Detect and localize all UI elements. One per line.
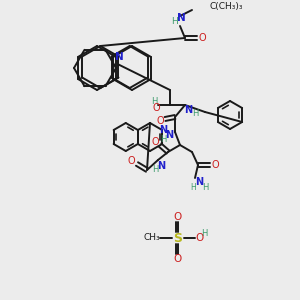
Text: H: H bbox=[152, 166, 158, 175]
Text: C(CH₃)₃: C(CH₃)₃ bbox=[210, 2, 244, 10]
Text: O: O bbox=[151, 137, 159, 147]
Text: CH₃: CH₃ bbox=[144, 233, 160, 242]
Text: N: N bbox=[115, 52, 124, 61]
Text: O: O bbox=[174, 212, 182, 222]
Text: O: O bbox=[174, 254, 182, 264]
Text: O: O bbox=[211, 160, 219, 170]
Text: H: H bbox=[160, 134, 166, 143]
Text: N: N bbox=[159, 125, 167, 135]
Text: O: O bbox=[127, 156, 135, 166]
Text: O: O bbox=[198, 33, 206, 43]
Text: O: O bbox=[195, 233, 203, 243]
Text: H: H bbox=[192, 110, 198, 118]
Text: O: O bbox=[152, 103, 160, 113]
Text: S: S bbox=[173, 232, 182, 244]
Text: H: H bbox=[190, 184, 196, 193]
Text: N: N bbox=[165, 130, 173, 140]
Text: N: N bbox=[195, 177, 203, 187]
Text: H: H bbox=[151, 98, 157, 106]
Text: N: N bbox=[177, 13, 185, 23]
Text: N: N bbox=[157, 161, 165, 171]
Text: H: H bbox=[201, 230, 207, 238]
Text: O: O bbox=[156, 116, 164, 126]
Text: H: H bbox=[202, 182, 208, 191]
Text: H: H bbox=[172, 17, 178, 26]
Text: N: N bbox=[184, 105, 192, 115]
